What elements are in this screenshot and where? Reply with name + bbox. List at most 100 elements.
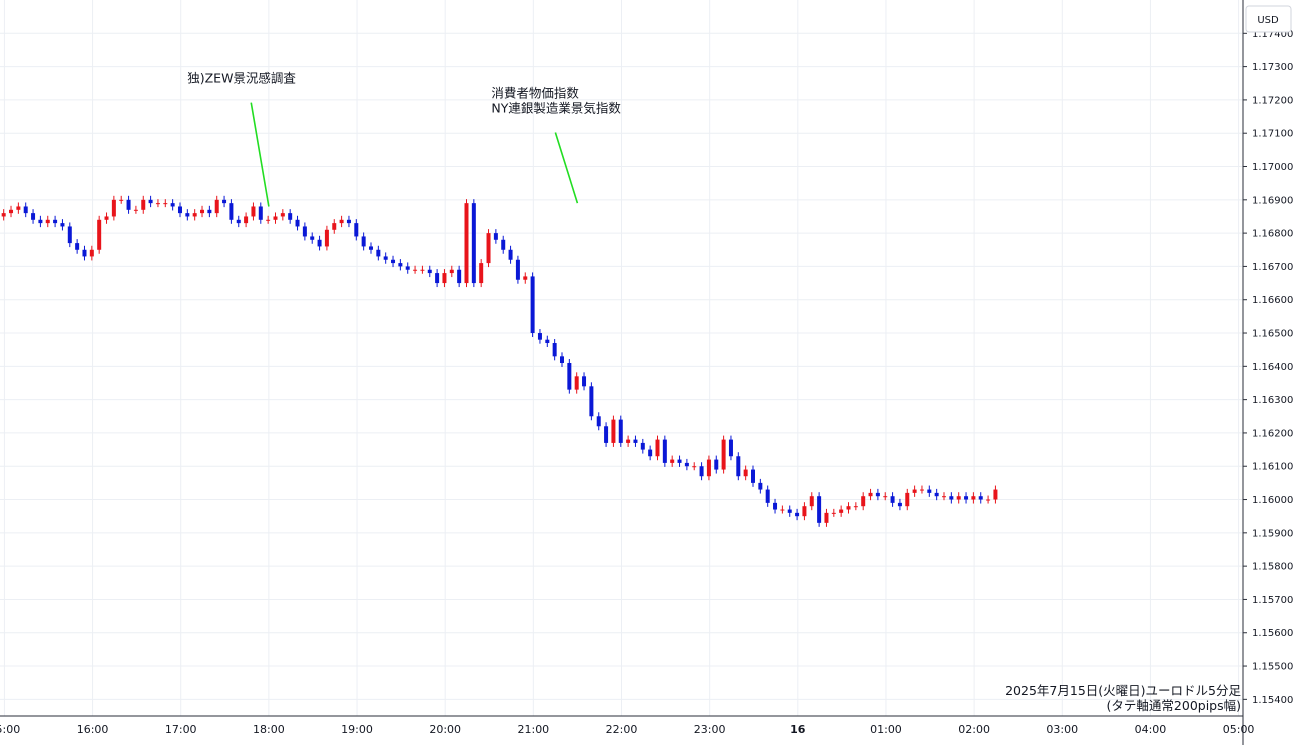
candle-body bbox=[280, 213, 285, 217]
candle-body bbox=[266, 219, 271, 221]
candle-body bbox=[133, 209, 138, 211]
x-tick-label: 03:00 bbox=[1046, 723, 1078, 736]
x-tick-label: 22:00 bbox=[606, 723, 638, 736]
candle-body bbox=[82, 249, 87, 257]
grid-lines bbox=[0, 0, 1243, 716]
candle-body bbox=[258, 206, 263, 220]
candle-body bbox=[773, 502, 778, 510]
candle-body bbox=[559, 356, 564, 363]
x-tick-label: 02:00 bbox=[958, 723, 990, 736]
candle-body bbox=[457, 269, 462, 284]
candle-body bbox=[934, 492, 939, 497]
candle-body bbox=[442, 273, 447, 284]
candle-body bbox=[53, 219, 58, 224]
candle-body bbox=[435, 273, 440, 284]
candle-body bbox=[288, 213, 293, 220]
candle-body bbox=[427, 269, 432, 274]
candle-body bbox=[728, 439, 733, 457]
candle-body bbox=[919, 489, 924, 491]
candle-body bbox=[391, 259, 396, 264]
candle-body bbox=[177, 206, 182, 214]
candle-body bbox=[317, 239, 322, 247]
candle-body bbox=[9, 209, 14, 214]
candle-body bbox=[23, 206, 28, 214]
x-tick-label: 01:00 bbox=[870, 723, 902, 736]
y-tick-label: 1.16600 bbox=[1252, 295, 1293, 306]
candle-body bbox=[501, 239, 506, 250]
y-tick-label: 1.17400 bbox=[1252, 29, 1293, 40]
currency-badge[interactable] bbox=[1245, 5, 1292, 33]
candle-body bbox=[339, 219, 344, 224]
candle-body bbox=[464, 203, 469, 284]
candle-body bbox=[986, 499, 991, 501]
y-tick-label: 1.15700 bbox=[1252, 595, 1293, 606]
candle-body bbox=[537, 333, 542, 340]
candle-body bbox=[214, 199, 219, 214]
y-tick-label: 1.16200 bbox=[1252, 428, 1293, 439]
chart-info-title: 2025年7月15日(火曜日)ユーロドル5分足 bbox=[1005, 683, 1241, 698]
annotation-label: 独)ZEW景況感調査 bbox=[187, 71, 296, 86]
candle-body bbox=[824, 512, 829, 523]
candle-body bbox=[515, 259, 520, 280]
candle-body bbox=[229, 203, 234, 220]
time-axis[interactable]: 15:00 16:00 17:00 18:00 19:00 20:00 21:00 22:00… bbox=[0, 723, 1254, 736]
candle-body bbox=[530, 276, 535, 334]
candle-body bbox=[721, 439, 726, 470]
candle-body bbox=[449, 269, 454, 274]
candle-body bbox=[324, 229, 329, 247]
y-tick-label: 1.16900 bbox=[1252, 195, 1293, 206]
candle-body bbox=[692, 466, 697, 468]
candle-body bbox=[582, 376, 587, 387]
candle-body bbox=[567, 362, 572, 390]
candle-body bbox=[111, 199, 116, 217]
y-tick-label: 1.15400 bbox=[1252, 695, 1293, 706]
candle-body bbox=[802, 506, 807, 517]
candle-body bbox=[508, 249, 513, 260]
candle-body bbox=[89, 249, 94, 257]
candle-body bbox=[493, 233, 498, 240]
candle-body bbox=[413, 269, 418, 271]
y-tick-label: 1.15800 bbox=[1252, 562, 1293, 573]
x-tick-label: 21:00 bbox=[517, 723, 549, 736]
y-tick-label: 1.16500 bbox=[1252, 329, 1293, 340]
candle-body bbox=[126, 199, 131, 210]
candle-body bbox=[956, 496, 961, 500]
candle-body bbox=[552, 343, 557, 357]
currency-label: USD bbox=[1257, 15, 1279, 26]
candle-body bbox=[868, 492, 873, 497]
y-tick-label: 1.17100 bbox=[1252, 129, 1293, 140]
candle-body bbox=[875, 492, 880, 497]
candlestick-series bbox=[1, 195, 998, 527]
candle-body bbox=[662, 439, 667, 463]
candle-body bbox=[346, 219, 351, 224]
candle-body bbox=[964, 496, 969, 500]
candle-body bbox=[787, 509, 792, 513]
y-tick-label: 1.17300 bbox=[1252, 62, 1293, 73]
candle-body bbox=[831, 512, 836, 514]
candle-body bbox=[420, 269, 425, 271]
candle-body bbox=[163, 203, 168, 205]
price-axis[interactable]: 1.15400 1.15500 1.15600 1.15700 1.15800 1.159… bbox=[1243, 29, 1293, 706]
candle-body bbox=[861, 496, 866, 507]
candle-body bbox=[927, 489, 932, 493]
candle-body bbox=[60, 223, 65, 227]
candle-body bbox=[714, 459, 719, 470]
candle-body bbox=[846, 506, 851, 510]
chart-info-subtitle: (タテ軸通常200pips幅) bbox=[1107, 698, 1241, 713]
price-axis-background bbox=[1243, 0, 1300, 745]
y-tick-label: 1.16400 bbox=[1252, 362, 1293, 373]
candle-body bbox=[383, 256, 388, 260]
candle-body bbox=[141, 199, 146, 210]
candle-body bbox=[633, 439, 638, 443]
candle-body bbox=[479, 263, 484, 284]
candle-body bbox=[589, 386, 594, 417]
candle-body bbox=[38, 219, 43, 224]
candle-body bbox=[207, 209, 212, 214]
x-tick-label: 16:00 bbox=[77, 723, 109, 736]
candle-body bbox=[853, 506, 858, 508]
candle-body bbox=[244, 216, 249, 224]
annotation-label: 消費者物価指数 bbox=[491, 86, 579, 101]
candle-body bbox=[192, 213, 197, 217]
y-tick-label: 1.16100 bbox=[1252, 462, 1293, 473]
